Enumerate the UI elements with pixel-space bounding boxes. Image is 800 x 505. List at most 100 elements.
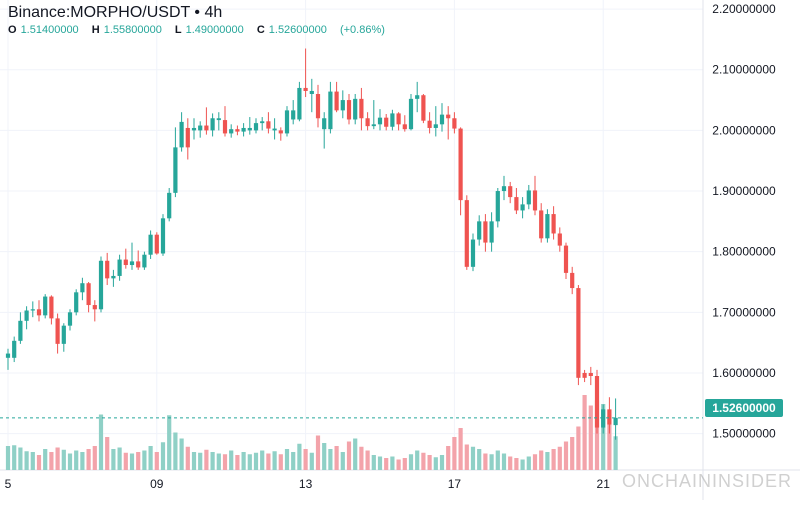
volume-bar xyxy=(452,437,457,470)
candle-body xyxy=(421,95,426,121)
volume-bar xyxy=(446,446,451,470)
volume-bar xyxy=(36,455,42,470)
volume-bar xyxy=(210,452,215,470)
candle-body xyxy=(384,117,389,127)
volume-bar xyxy=(49,452,54,470)
candle-body xyxy=(570,272,575,289)
candle-body xyxy=(439,114,445,125)
volume-bar xyxy=(377,456,383,470)
candle-body xyxy=(594,376,600,428)
volume-bar xyxy=(92,446,97,470)
candle-body xyxy=(576,288,581,378)
candle-body xyxy=(260,121,265,124)
candle-body xyxy=(229,129,234,134)
high-value: 1.55800000 xyxy=(103,24,162,36)
volume-bar xyxy=(185,446,190,470)
volume-bar xyxy=(371,455,376,470)
candle-body xyxy=(371,124,376,127)
volume-bar xyxy=(278,454,283,470)
volume-bar xyxy=(136,452,141,470)
candle-body xyxy=(359,98,364,119)
volume-bar xyxy=(253,452,259,470)
candle-body xyxy=(557,233,562,246)
candle-body xyxy=(377,117,383,125)
volume-bar xyxy=(501,453,507,470)
volume-bar xyxy=(247,454,252,470)
candle-body xyxy=(539,210,544,239)
volume-bar xyxy=(607,416,612,470)
volume-bar xyxy=(415,450,420,470)
candle-body xyxy=(588,372,593,376)
volume-bar xyxy=(421,452,426,470)
candle-body xyxy=(179,121,184,148)
y-tick-label: 1.60000000 xyxy=(712,366,776,380)
volume-bar xyxy=(557,446,562,470)
volume-bar xyxy=(309,452,314,470)
volume-bar xyxy=(142,450,147,470)
candle-body xyxy=(30,309,35,311)
candle-body xyxy=(346,100,352,120)
low-key: L xyxy=(174,24,182,36)
candle-body xyxy=(105,260,110,279)
candle-body xyxy=(278,130,283,134)
candle-body xyxy=(204,125,209,131)
volume-bar xyxy=(12,445,17,470)
volume-bar xyxy=(322,443,327,470)
y-tick-label: 1.90000000 xyxy=(712,184,776,198)
candle-body xyxy=(365,118,370,127)
candle-body xyxy=(340,100,345,111)
volume-bar xyxy=(384,458,389,470)
volume-bar xyxy=(111,449,116,470)
candle-body xyxy=(464,200,469,267)
candle-body xyxy=(328,91,333,130)
symbol-title[interactable]: Binance:MORPHO/USDT • 4h xyxy=(8,4,223,21)
volume-bar xyxy=(483,453,488,470)
volume-bar xyxy=(433,457,438,470)
price-axis[interactable]: 1.50000000 1.60000000 1.70000000 1.80000000… xyxy=(712,2,776,441)
watermark-logo: ONCHAININSIDER xyxy=(621,471,792,491)
volume-bar xyxy=(470,446,476,470)
candle-body xyxy=(67,312,73,326)
candle-body xyxy=(563,245,569,273)
ohlc-values: O 1.51400000 H 1.55800000 L 1.49000000 C 1.5… xyxy=(8,24,385,36)
candle-body xyxy=(452,118,457,129)
volume-bar xyxy=(576,426,581,470)
candle-body xyxy=(334,91,339,111)
candle-body xyxy=(402,124,407,130)
volume-bar xyxy=(563,441,569,470)
volume-bar xyxy=(532,454,538,470)
candle-body xyxy=(185,127,190,148)
volume-bar xyxy=(526,456,531,470)
candle-body xyxy=(489,221,494,243)
candle-body xyxy=(61,325,66,344)
candle-body xyxy=(297,87,302,120)
volume-bar xyxy=(129,453,135,470)
candle-body xyxy=(408,98,414,130)
high-key: H xyxy=(91,24,100,36)
candle-body xyxy=(198,125,203,131)
time-axis[interactable]: 5 09 13 17 21 xyxy=(5,477,611,491)
candle-body xyxy=(98,260,104,310)
candle-body xyxy=(545,214,550,239)
candle-body xyxy=(284,110,290,134)
volume-bar xyxy=(123,452,128,470)
volume-bar xyxy=(160,442,166,470)
candle-body xyxy=(582,372,587,378)
volume-bar xyxy=(439,455,445,470)
candle-body xyxy=(501,186,507,192)
candle-body xyxy=(551,214,556,234)
volume-bar xyxy=(80,452,85,470)
volume-bar xyxy=(235,455,240,470)
candle-body xyxy=(607,409,612,425)
candle-body xyxy=(18,320,23,341)
candle-body xyxy=(446,114,451,119)
candle-body xyxy=(117,259,122,276)
volume-bar xyxy=(43,449,48,470)
volume-bar xyxy=(359,446,364,470)
candle-body xyxy=(613,417,618,426)
candle-body xyxy=(148,234,153,255)
volume-bar xyxy=(98,414,104,470)
